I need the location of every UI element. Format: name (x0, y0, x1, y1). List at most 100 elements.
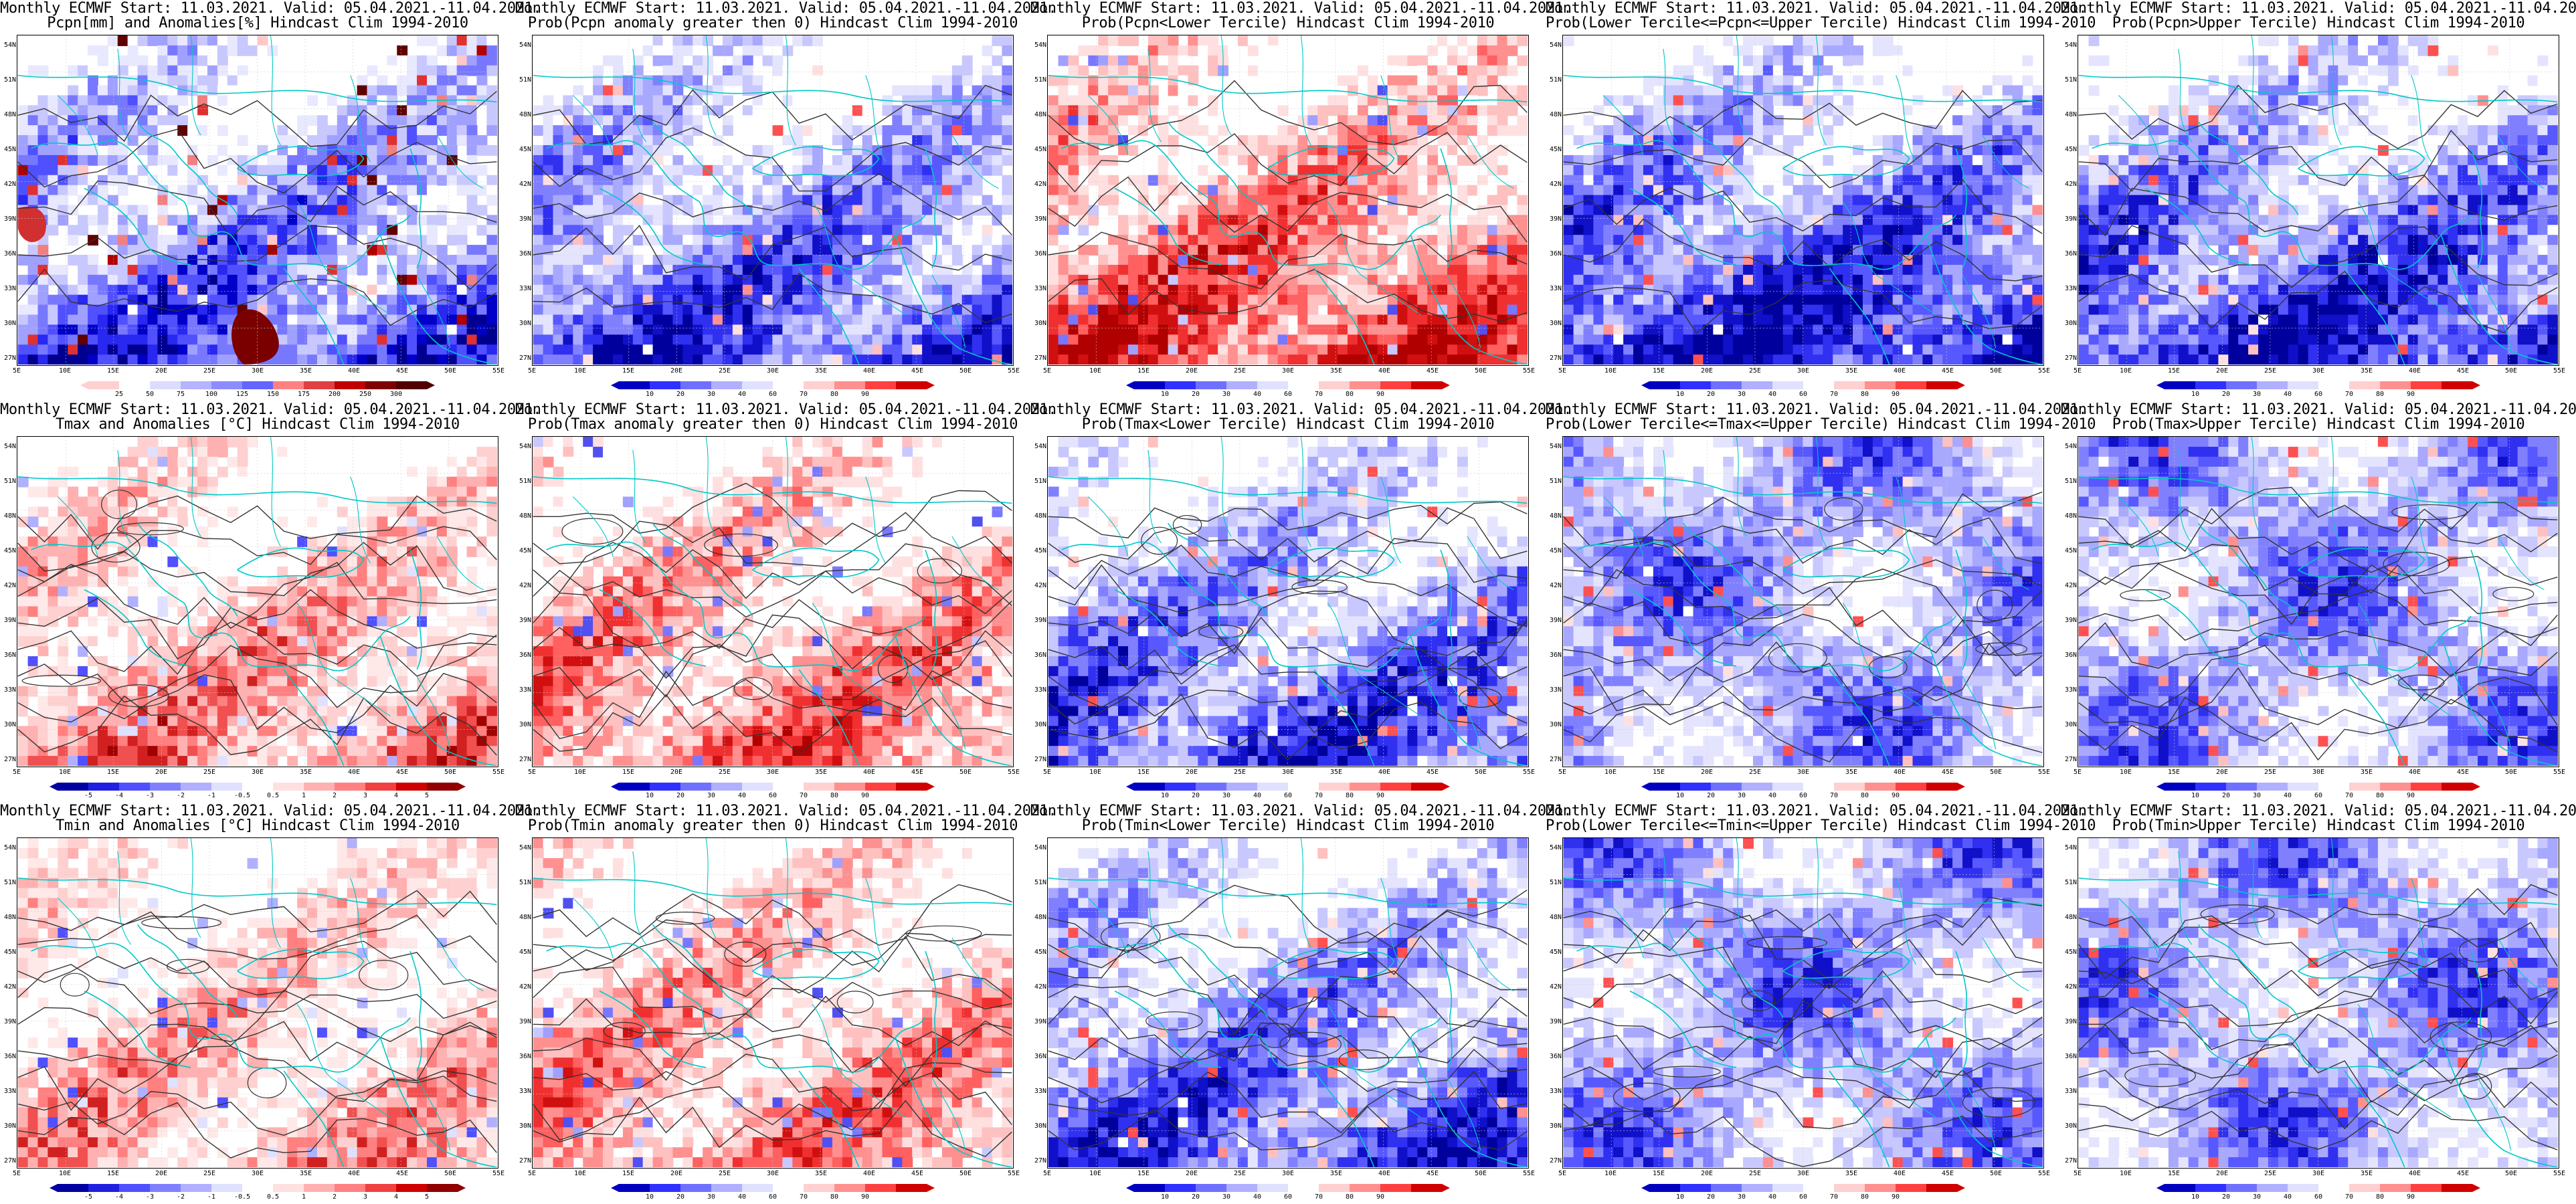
colorbar-label: 70 (1830, 1193, 1838, 1201)
lat-tick-label: 30N (1030, 721, 1046, 728)
lat-tick-label: 39N (1030, 1018, 1046, 1025)
lat-tick-label: 42N (1546, 983, 1562, 991)
lon-tick-label: 15E (1137, 769, 1149, 776)
colorbar (50, 783, 466, 791)
colorbar-segment (1319, 1184, 1350, 1192)
lon-tick-label: 10E (59, 367, 71, 375)
colorbar-segment (1319, 783, 1350, 791)
colorbar-segment (2195, 1184, 2226, 1192)
lon-tick-label: 10E (2120, 769, 2132, 776)
colorbar-segment (304, 381, 335, 389)
colorbar-arrow-right (1442, 1184, 1450, 1192)
lon-tick-label: 5E (1043, 367, 1051, 375)
lon-tick-label: 50E (1475, 769, 1487, 776)
colorbar (1126, 1184, 1450, 1192)
colorbar-label: 40 (1768, 391, 1776, 398)
colorbar-label: 5 (425, 1193, 429, 1201)
colorbar-label: 30 (2253, 792, 2261, 799)
colorbar-segment (1803, 381, 1834, 389)
lon-tick-label: 20E (1701, 769, 1713, 776)
colorbar-label: 3 (363, 1193, 367, 1201)
forecast-map (1562, 436, 2044, 767)
lat-tick-label: 36N (515, 1053, 531, 1060)
forecast-map (1047, 436, 1529, 767)
colorbar-arrow-left (2156, 783, 2165, 791)
colorbar-segment (680, 1184, 711, 1192)
lon-tick-label: 55E (492, 1170, 504, 1177)
colorbar-label: 80 (1861, 1193, 1869, 1201)
lat-tick-label: 39N (515, 617, 531, 624)
forecast-panel: Monthly ECMWF Start: 11.03.2021. Valid: … (1546, 401, 2096, 803)
colorbar-segment (742, 783, 773, 791)
colorbar (1641, 381, 1965, 389)
colorbar-arrow-right (427, 381, 435, 389)
lon-tick-label: 55E (1008, 1170, 1020, 1177)
colorbar-segment (1649, 1184, 1680, 1192)
lon-tick-label: 5E (13, 769, 21, 776)
lat-tick-label: 27N (2061, 1157, 2077, 1165)
lon-tick-label: 55E (2553, 1170, 2565, 1177)
colorbar-arrow-right (2472, 783, 2480, 791)
lat-tick-label: 39N (2061, 617, 2077, 624)
colorbar-label: 60 (1799, 391, 1807, 398)
lat-tick-label: 48N (1030, 111, 1046, 118)
lat-tick-label: 30N (0, 721, 16, 728)
colorbar-label: 30 (1222, 391, 1230, 398)
lat-tick-label: 45N (515, 948, 531, 956)
lon-tick-label: 35E (1330, 367, 1342, 375)
colorbar-segment (742, 381, 773, 389)
lat-tick-label: 42N (515, 983, 531, 991)
lon-tick-label: 50E (1475, 367, 1487, 375)
lat-tick-label: 51N (0, 879, 16, 886)
lat-tick-label: 45N (2061, 146, 2077, 153)
lat-tick-label: 54N (2061, 844, 2077, 851)
colorbar-label: 250 (359, 391, 371, 398)
lat-tick-label: 27N (1030, 1157, 1046, 1165)
colorbar-segment (119, 381, 150, 389)
colorbar-arrow-right (927, 1184, 935, 1192)
lon-tick-label: 40E (863, 367, 875, 375)
colorbar-label: 60 (1284, 1193, 1292, 1201)
colorbar-label: 30 (1222, 792, 1230, 799)
lat-tick-label: 39N (2061, 1018, 2077, 1025)
lat-tick-label: 33N (1546, 285, 1562, 292)
lat-tick-label: 27N (2061, 756, 2077, 763)
forecast-panel: Monthly ECMWF Start: 11.03.2021. Valid: … (515, 803, 1057, 1204)
lon-tick-label: 45E (396, 367, 408, 375)
lon-tick-label: 5E (1043, 769, 1051, 776)
colorbar-segment (58, 783, 88, 791)
lon-tick-label: 10E (1089, 367, 1101, 375)
colorbar-label: 10 (2191, 792, 2199, 799)
lat-tick-label: 54N (515, 443, 531, 450)
lon-tick-label: 40E (1894, 1170, 1906, 1177)
colorbar-segment (2195, 381, 2226, 389)
colorbar-segment (335, 381, 365, 389)
panel-title-line1: Monthly ECMWF Start: 11.03.2021. Valid: … (0, 803, 542, 819)
colorbar-label: 20 (1707, 1193, 1715, 1201)
lat-tick-label: 39N (1030, 215, 1046, 223)
lon-tick-label: 10E (574, 769, 586, 776)
lat-tick-label: 51N (2061, 879, 2077, 886)
panel-title-line1: Monthly ECMWF Start: 11.03.2021. Valid: … (2061, 1, 2576, 17)
lon-tick-label: 35E (300, 1170, 312, 1177)
panel-title-line1: Monthly ECMWF Start: 11.03.2021. Valid: … (1546, 803, 2088, 819)
colorbar-label: 2 (333, 1193, 337, 1201)
lat-tick-label: 27N (1546, 1157, 1562, 1165)
lat-tick-label: 51N (1546, 879, 1562, 886)
colorbar-segment (2288, 783, 2318, 791)
lon-tick-label: 5E (528, 1170, 536, 1177)
colorbar-segment (427, 1184, 458, 1192)
lon-tick-label: 35E (1330, 1170, 1342, 1177)
lat-tick-label: 39N (2061, 215, 2077, 223)
colorbar-label: 40 (2284, 792, 2292, 799)
lon-tick-label: 50E (2505, 367, 2517, 375)
lon-tick-label: 35E (815, 1170, 827, 1177)
lat-tick-label: 39N (1030, 617, 1046, 624)
lon-tick-label: 50E (1990, 1170, 2002, 1177)
lat-tick-label: 45N (0, 146, 16, 153)
forecast-panel: Monthly ECMWF Start: 11.03.2021. Valid: … (1030, 803, 1572, 1204)
lon-tick-label: 50E (444, 367, 456, 375)
lat-tick-label: 33N (515, 285, 531, 292)
forecast-map (532, 436, 1014, 767)
colorbar-label: -3 (146, 792, 154, 799)
